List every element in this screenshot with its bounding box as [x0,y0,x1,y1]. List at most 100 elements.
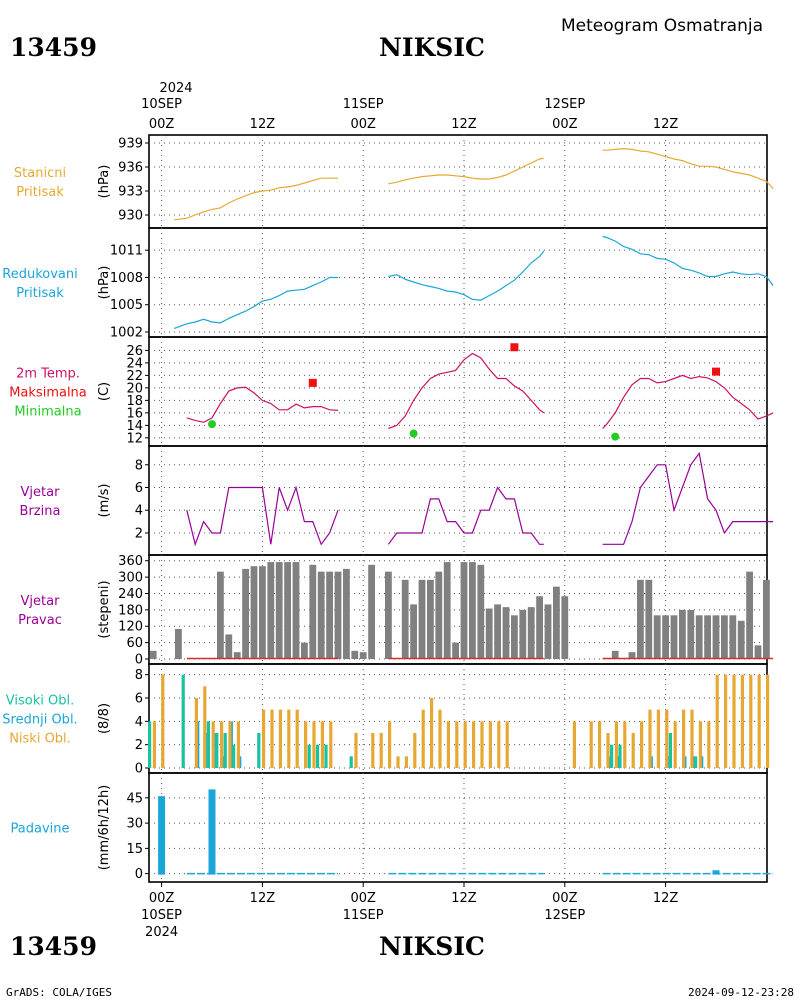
high-cloud-bar [349,756,353,768]
high-cloud-bar [618,744,622,768]
station-name-top: NIKSIC [379,33,485,62]
series-line [388,352,545,430]
direction-bar [527,607,535,659]
low-cloud-bar [766,674,770,768]
direction-bar [334,571,342,659]
direction-bar [149,650,157,659]
panel-label-line: Maksimalna [9,386,87,401]
low-cloud-bar [598,721,602,768]
panel-frame [148,336,768,447]
low-cloud-bar [220,721,224,768]
bottom-time-label: 00Z [149,891,175,906]
direction-bar [653,615,661,659]
direction-bar [452,642,459,659]
panel-unit-label: (C) [97,382,112,401]
direction-bar [175,628,182,659]
y-tick-label: 6 [135,692,143,707]
direction-bar [351,650,359,659]
series-line [174,177,338,221]
high-cloud-bar [668,733,672,768]
top-date-label: 10SEP [141,97,182,112]
bottom-time-label: 00Z [350,891,376,906]
low-cloud-bar [505,721,509,768]
low-cloud-bar [438,709,442,768]
y-tick-label: 24 [126,356,143,371]
panel-frame [148,445,768,556]
low-cloud-bar [606,733,610,768]
y-tick-label: 14 [126,419,143,434]
bottom-time-label: 00Z [552,891,578,906]
panel-label-line: Pritisak [16,185,64,200]
direction-bar [301,642,308,659]
bottom-date-label: 12SEP [544,908,585,923]
low-cloud-bar [320,721,324,768]
low-cloud-bar [463,721,467,768]
series-line [388,250,545,301]
y-tick-label: 6 [135,481,143,496]
y-tick-label: 1002 [110,326,143,341]
tmin-marker [208,420,216,429]
low-cloud-bar [455,721,459,768]
tmin-marker [409,429,418,438]
y-tick-label: 45 [126,791,143,806]
panels: 930933936939(hPa)StanicniPritisak1002100… [2,134,774,887]
low-cloud-bar [228,721,232,768]
top-time-label: 00Z [350,117,376,132]
y-tick-label: 60 [126,636,143,651]
low-cloud-bar [724,674,728,768]
y-tick-label: 16 [126,406,143,421]
series-line [602,235,774,286]
panel-reduced_pressure: 1002 1005 1008 1011 (hPa) Redukovani Pritisak [2,227,774,341]
y-tick-label: 30 [126,817,143,832]
direction-bar [385,571,392,659]
y-tick-label: 1011 [110,244,143,259]
precip-bar [712,870,720,875]
low-cloud-bar [665,709,669,768]
direction-bar [343,568,350,659]
panel-label-line: Minimalna [14,405,81,420]
low-cloud-bar [640,721,644,768]
high-cloud-bar [148,721,152,768]
low-cloud-bar [446,721,450,768]
low-cloud-bar [631,733,635,768]
panel-frame [148,227,768,338]
low-cloud-bar [413,733,417,768]
top-time-label: 12Z [653,117,679,132]
low-cloud-bar [211,721,215,768]
direction-bar [217,571,224,659]
direction-bar [275,562,283,659]
station-id-bottom: 13459 [10,932,97,961]
high-cloud-bar [324,744,328,768]
top-time-label: 00Z [552,117,578,132]
high-cloud-bar [257,733,261,768]
panel-label-line: Stanicni [14,166,66,181]
low-cloud-bar [690,709,694,768]
direction-bar [309,564,317,659]
direction-bar [502,607,510,659]
direction-bar [368,564,375,659]
y-tick-label: 300 [118,571,143,586]
direction-bar [410,604,417,659]
series-line [186,485,339,547]
series-line [602,374,774,429]
direction-bar [511,615,518,659]
series-line [602,451,774,545]
panel-unit-label: (mm/6h/12h) [97,785,112,871]
direction-bar [729,615,737,659]
low-cloud-bar [732,674,736,768]
tmin-marker [611,432,620,441]
series-line [602,147,774,190]
panel-label-line: Pravac [18,613,62,628]
bottom-time-label: 12Z [250,891,276,906]
high-cloud-bar [232,744,236,768]
direction-bar [292,562,300,659]
direction-bar [250,566,258,659]
panel-wind_speed: 2 4 6 8 (m/s) Vjetar Brzina [20,445,774,556]
high-cloud-bar [206,721,210,768]
series-line [388,157,544,185]
direction-bar [553,586,560,659]
low-cloud-bar [740,674,744,768]
panel-frame [148,772,768,883]
